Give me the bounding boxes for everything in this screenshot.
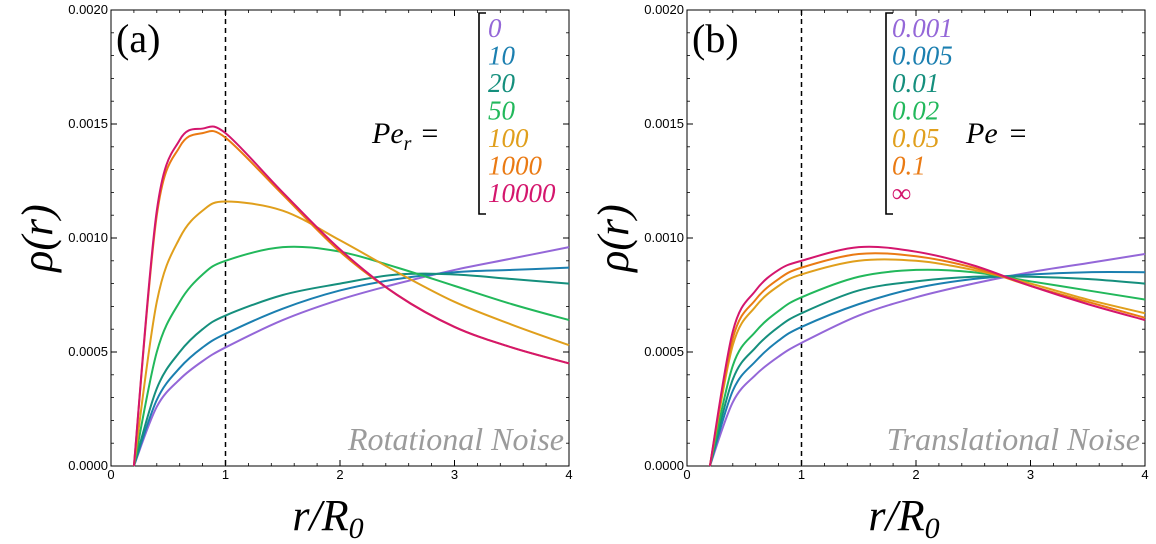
y-tick-label: 0.0015 [68,116,108,131]
legend-title: Per = [371,117,440,155]
series-line-0 [132,246,570,467]
series-line-100 [132,200,570,467]
x-tick-label: 4 [1141,467,1148,482]
y-tick-label: 0.0010 [644,230,684,245]
legend-entry: 10 [488,41,516,71]
noise-annotation: Translational Noise [887,421,1140,457]
y-tick-label: 0.0010 [68,230,108,245]
panel-label: (a) [116,16,160,61]
y-tick-label: 0.0020 [68,2,108,17]
series-line-0.01 [708,275,1146,467]
x-tick-label: 4 [565,467,572,482]
legend-entry: 0 [488,13,502,43]
legend-title: Pe = [965,117,1028,150]
panel-a-chart: 0 1 2 3 4 0.0000 0.0005 0.0010 0.0015 0.0020 (a) Pe… [13,2,573,544]
legend-entry: 50 [488,96,516,126]
series-line-∞ [708,245,1146,467]
legend-bracket [478,12,486,215]
y-tick-label: 0.0005 [644,344,684,359]
legend-entry: 100 [488,123,529,153]
x-tick-label: 1 [222,467,229,482]
legend-bracket [885,12,893,215]
x-tick-label: 2 [912,467,919,482]
legend-entry: 10000 [488,178,556,208]
panel-b-chart: 0 1 2 3 4 0.0000 0.0005 0.0010 0.0015 0.0020 (b) Pe… [589,2,1149,544]
panel-label: (b) [692,16,739,61]
legend-entry: 0.05 [892,123,939,153]
y-tick-label: 0.0005 [68,344,108,359]
x-tick-label: 1 [798,467,805,482]
noise-annotation: Rotational Noise [347,421,564,457]
x-axis-label: r/R0 [292,491,363,544]
y-axis-label: ρ(r) [13,204,62,274]
legend-entry: 0.1 [892,151,926,181]
legend-entry: 20 [488,68,516,98]
legend-entry: ∞ [892,178,911,208]
x-axis-label: r/R0 [868,491,939,544]
x-tick-label: 2 [336,467,343,482]
series-line-0.05 [708,258,1146,467]
y-tick-label: 0.0015 [644,116,684,131]
y-tick-label: 0.0000 [68,458,108,473]
series-line-0.001 [708,252,1146,467]
x-tick-label: 0 [107,467,114,482]
y-tick-label: 0.0000 [644,458,684,473]
legend-entry: 0.02 [892,96,939,126]
legend-entry: 0.005 [892,41,953,71]
series-line-10000 [132,125,570,467]
series-line-0.02 [708,268,1146,467]
x-tick-label: 0 [683,467,690,482]
series-line-0.005 [708,271,1146,467]
y-tick-label: 0.0020 [644,2,684,17]
x-tick-label: 3 [451,467,458,482]
legend-entry: 1000 [488,151,543,181]
legend-entry: 0.001 [892,13,953,43]
legend-entry: 0.01 [892,68,939,98]
x-tick-label: 3 [1027,467,1034,482]
series-line-10 [132,266,570,467]
series-line-20 [132,272,570,467]
series-line-50 [132,245,570,467]
y-axis-label: ρ(r) [589,204,638,274]
